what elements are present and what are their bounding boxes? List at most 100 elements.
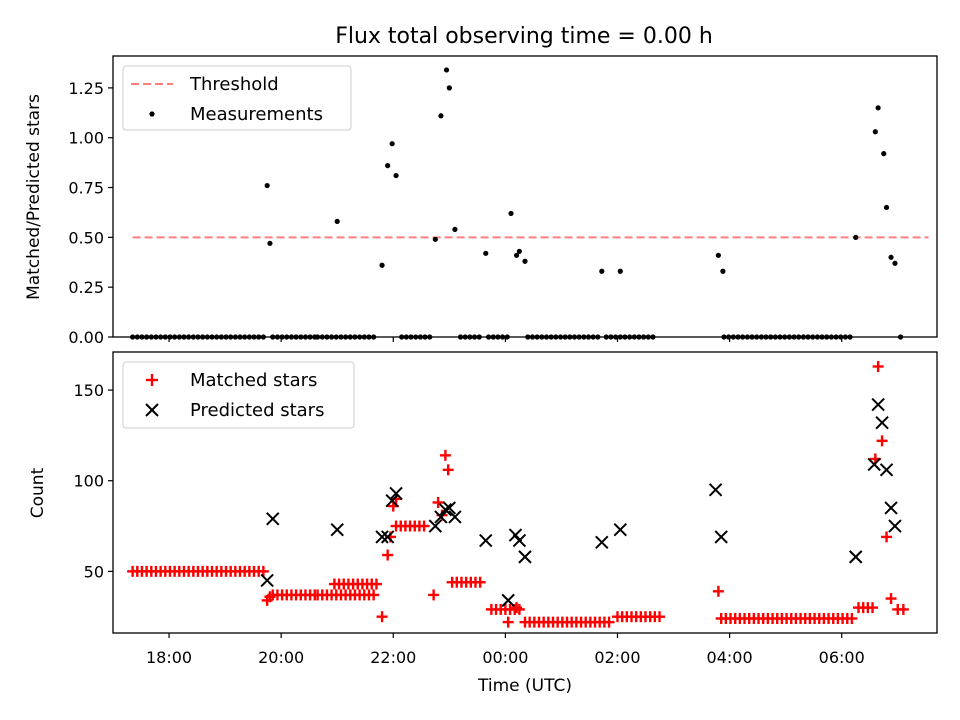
flux-ratio-y-tick-label: 1.25 — [68, 79, 104, 98]
predicted-star-point — [879, 463, 894, 477]
matched-star-point — [603, 616, 615, 628]
x-tick-label: 00:00 — [482, 648, 528, 667]
x-tick-label: 22:00 — [370, 648, 416, 667]
chart-title: Flux total observing time = 0.00 h — [335, 24, 713, 49]
star-count-y-tick-label: 100 — [73, 472, 104, 491]
flux-ratio-y-tick-label: 0.75 — [68, 179, 104, 198]
predicted-star-point — [613, 522, 627, 537]
matched-star-point — [654, 611, 666, 623]
matched-star-point — [428, 589, 440, 601]
predicted-star-point — [438, 503, 453, 517]
measurement-point — [875, 105, 881, 111]
measurement-point — [389, 141, 395, 147]
predicted-star-point — [375, 530, 389, 544]
predicted-star-point — [512, 533, 527, 548]
predicted-star-point — [518, 550, 532, 564]
measurement-point — [379, 262, 385, 268]
measurement-point — [599, 268, 605, 274]
star-count-y-tick-label: 50 — [84, 562, 104, 581]
matched-star-point — [418, 520, 430, 532]
x-tick-label: 04:00 — [707, 648, 753, 667]
flux-ratio-panel: 0.00 0.25 0.50 0.75 1.00 1.25 Matched/Predict… — [24, 55, 938, 347]
measurement-point — [438, 113, 444, 119]
measurement-point — [715, 252, 721, 258]
star-count-axes-frame — [112, 351, 938, 634]
matched-star-point — [511, 602, 523, 614]
matched-star-point — [502, 616, 514, 628]
measurement-point — [617, 268, 623, 274]
flux-ratio-y-tick-label: 0.50 — [68, 228, 104, 247]
flux-ratio-y-axis-label: Matched/Predicted stars — [24, 94, 44, 300]
measurements-legend-swatch — [149, 111, 155, 117]
measurement-point — [334, 218, 340, 225]
matched-star-point — [885, 593, 897, 605]
matched-star-point — [872, 361, 884, 373]
matched-star-point — [897, 603, 909, 615]
predicted-star-point — [380, 530, 395, 544]
matched-star-point — [370, 578, 382, 590]
flux-ratio-y-tick-label: 0.25 — [68, 278, 104, 297]
matched-star-point — [474, 576, 486, 588]
measurement-point — [446, 85, 452, 91]
matched-star-point — [432, 496, 444, 508]
predicted-star-point — [871, 397, 885, 412]
predicted-star-point — [875, 415, 889, 430]
matched-star-point — [881, 531, 893, 543]
measurement-point — [720, 268, 726, 274]
flux-ratio-axes-frame — [112, 55, 938, 338]
measurement-point — [881, 151, 887, 157]
measurement-point — [385, 163, 391, 169]
flux-ratio-legend: Threshold Measurements — [122, 65, 352, 131]
measurement-point — [483, 250, 489, 256]
predicted-star-point — [448, 510, 462, 524]
star-count-y-axis-label: Count — [28, 467, 48, 518]
x-tick-label: 02:00 — [594, 648, 640, 667]
predicted-star-point — [867, 457, 881, 472]
predicted-star-point — [888, 519, 902, 533]
matched-star-point — [390, 493, 402, 505]
predicted-star-point — [595, 535, 609, 550]
x-axis-label: Time (UTC) — [477, 676, 572, 696]
matched-star-point — [368, 589, 380, 601]
measurement-point — [892, 260, 898, 266]
matched-star-point — [442, 464, 454, 476]
measurement-point — [853, 234, 859, 240]
x-tick-label: 06:00 — [819, 648, 865, 667]
predicted-stars-legend-swatch — [145, 403, 159, 417]
x-tick-label: 20:00 — [258, 648, 304, 667]
predicted-stars-legend-label: Predicted stars — [190, 400, 324, 421]
predicted-star-point — [849, 550, 863, 564]
measurement-point — [267, 240, 273, 246]
predicted-star-point — [330, 522, 344, 537]
threshold-legend-label: Threshold — [189, 74, 279, 95]
measurement-point — [516, 248, 522, 254]
predicted-star-point — [479, 533, 493, 548]
measurement-point — [432, 236, 438, 242]
flux-ratio-y-tick-label: 1.00 — [68, 129, 104, 148]
star-count-legend: Matched stars Predicted stars — [122, 361, 355, 429]
measurement-point — [883, 204, 890, 211]
matched-star-point — [712, 585, 724, 597]
matched-star-point — [876, 435, 888, 447]
predicted-star-point — [385, 493, 399, 508]
matched-star-point — [846, 612, 858, 624]
predicted-star-point — [389, 486, 403, 501]
matched-stars-legend-swatch — [146, 374, 158, 386]
predicted-star-point — [714, 530, 728, 544]
matched-star-point — [439, 449, 451, 461]
measurement-point — [443, 67, 450, 73]
matched-stars-legend-label: Matched stars — [190, 370, 317, 391]
x-tick-label: 18:00 — [146, 648, 192, 667]
predicted-star-point — [266, 512, 280, 526]
predicted-star-point — [501, 593, 515, 608]
measurement-point — [513, 252, 520, 258]
predicted-star-point — [428, 519, 443, 533]
matched-star-point — [264, 591, 276, 603]
measurements-legend-label: Measurements — [190, 104, 323, 125]
measurement-point — [264, 182, 270, 189]
predicted-star-point — [708, 483, 723, 497]
predicted-star-point — [884, 501, 898, 515]
matched-star-point — [867, 602, 879, 614]
predicted-star-point — [260, 573, 274, 588]
